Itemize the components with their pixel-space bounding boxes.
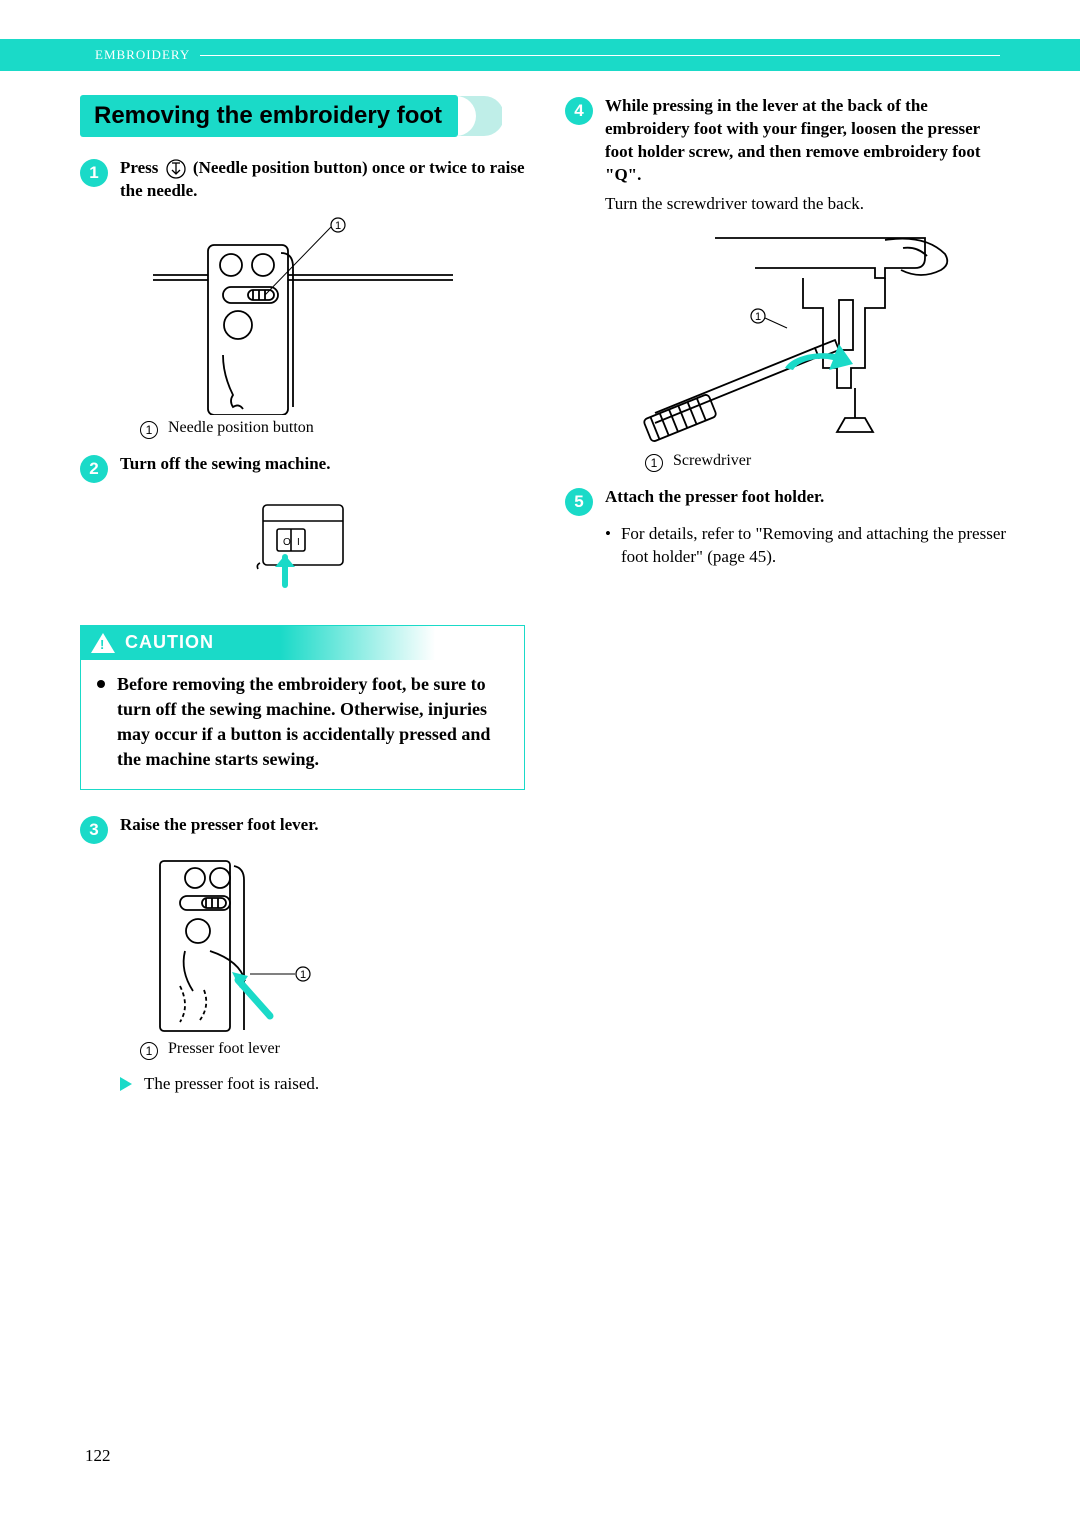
- step-3-text: Raise the presser foot lever.: [120, 814, 318, 837]
- right-column: 4 While pressing in the lever at the bac…: [565, 95, 1010, 1094]
- step-number: 2: [80, 455, 108, 483]
- step-number: 5: [565, 488, 593, 516]
- header-bar: EMBROIDERY: [0, 39, 1080, 71]
- callout-text: Screwdriver: [673, 452, 751, 469]
- needle-position-icon: [166, 159, 186, 179]
- result-arrow-icon: [120, 1077, 132, 1091]
- step-2: 2 Turn off the sewing machine.: [80, 453, 525, 483]
- left-column: Removing the embroidery foot 1 Press (: [80, 95, 525, 1094]
- callout-text: Presser foot lever: [168, 1040, 280, 1057]
- svg-text:1: 1: [334, 220, 340, 232]
- step-4: 4 While pressing in the lever at the bac…: [565, 95, 1010, 187]
- step-4-text: While pressing in the lever at the back …: [605, 95, 1010, 187]
- caution-header: CAUTION: [81, 626, 524, 660]
- step-3: 3 Raise the presser foot lever.: [80, 814, 525, 844]
- svg-text:I: I: [297, 537, 300, 548]
- page-content: Removing the embroidery foot 1 Press (: [80, 95, 1010, 1094]
- step-1-text-a: Press: [120, 158, 163, 177]
- svg-text:1: 1: [300, 969, 306, 981]
- caution-box: CAUTION Before removing the embroidery f…: [80, 625, 525, 790]
- step-5-reference: • For details, refer to "Removing and at…: [605, 522, 1010, 570]
- callout-number-icon: 1: [140, 421, 158, 439]
- section-title-wrap: Removing the embroidery foot: [80, 95, 525, 137]
- svg-text:O: O: [283, 537, 291, 548]
- step-1-callout: 1 Needle position button: [140, 419, 525, 439]
- bullet-char: •: [605, 522, 611, 570]
- step-1-text: Press (Needle position button) once or t…: [120, 157, 525, 203]
- result-text: The presser foot is raised.: [144, 1074, 319, 1094]
- title-cap-decoration: [456, 96, 502, 136]
- step-4-callout: 1 Screwdriver: [645, 452, 1010, 472]
- step-4-subtext: Turn the screwdriver toward the back.: [605, 193, 1010, 216]
- bullet-dot-icon: [97, 680, 105, 688]
- step-5-text: Attach the presser foot holder.: [605, 486, 824, 509]
- callout-text: Needle position button: [168, 419, 314, 436]
- caution-body: Before removing the embroidery foot, be …: [81, 660, 524, 789]
- step-1-diagram: 1: [80, 215, 525, 415]
- svg-text:1: 1: [755, 311, 761, 323]
- caution-title: CAUTION: [125, 632, 214, 653]
- callout-number-icon: 1: [645, 454, 663, 472]
- step-number: 4: [565, 97, 593, 125]
- page-number: 122: [85, 1446, 111, 1466]
- step-2-text: Turn off the sewing machine.: [120, 453, 330, 476]
- warning-triangle-icon: [91, 633, 115, 653]
- step-3-callout: 1 Presser foot lever: [140, 1040, 525, 1060]
- reference-text: For details, refer to "Removing and atta…: [621, 522, 1010, 570]
- step-3-diagram: 1: [120, 856, 525, 1036]
- step-2-diagram: O I: [80, 495, 525, 595]
- caution-text: Before removing the embroidery foot, be …: [117, 672, 508, 773]
- caution-bullet: Before removing the embroidery foot, be …: [97, 672, 508, 773]
- header-section-label: EMBROIDERY: [95, 47, 190, 63]
- step-4-diagram: 1: [625, 228, 1010, 448]
- step-number: 3: [80, 816, 108, 844]
- section-title: Removing the embroidery foot: [80, 95, 458, 137]
- step-3-result: The presser foot is raised.: [120, 1074, 525, 1094]
- step-5: 5 Attach the presser foot holder.: [565, 486, 1010, 516]
- step-number: 1: [80, 159, 108, 187]
- step-1: 1 Press (Needle position button) once or…: [80, 157, 525, 203]
- callout-number-icon: 1: [140, 1042, 158, 1060]
- header-rule: [200, 55, 1000, 56]
